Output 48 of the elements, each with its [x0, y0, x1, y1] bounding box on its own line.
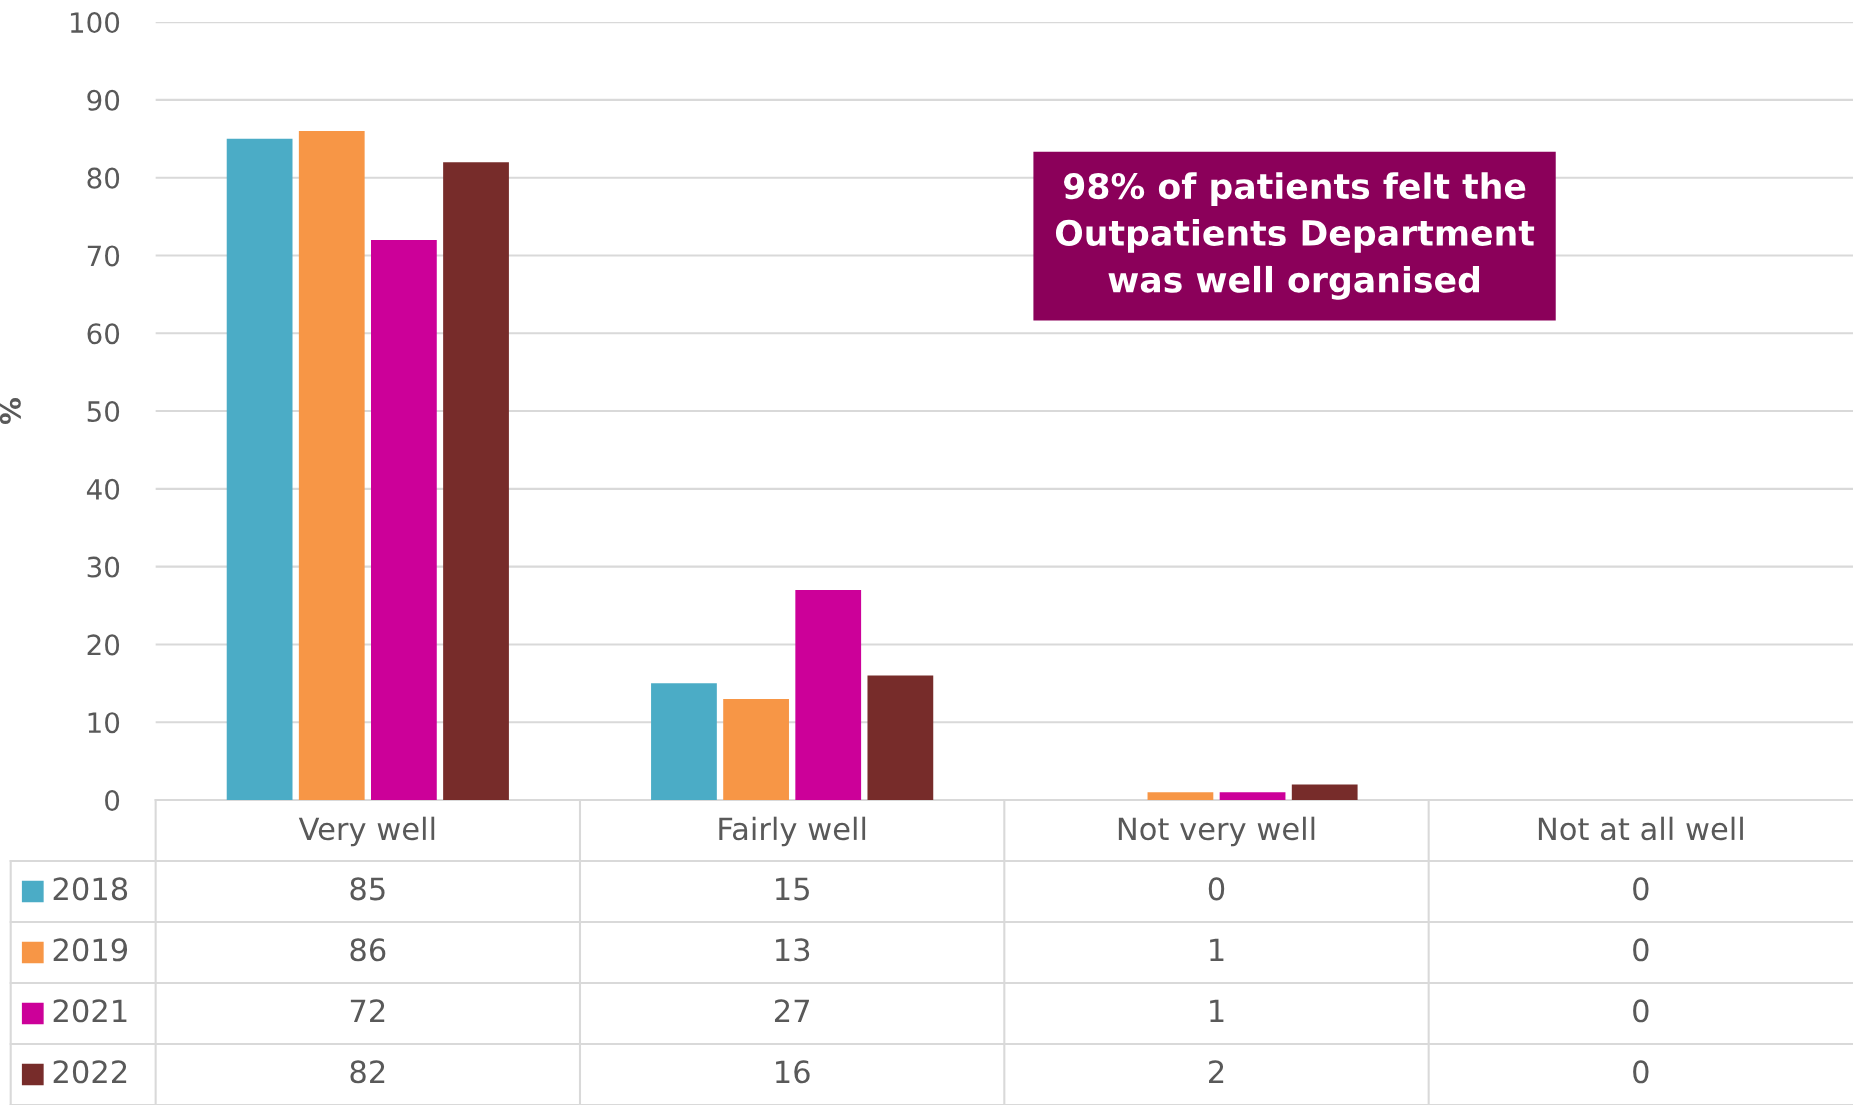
data-label: 72: [350, 999, 385, 1022]
y-tick-label: 10: [88, 712, 120, 734]
x-tick-label: Not at all well: [1538, 816, 1743, 841]
y-tick-label: 100: [70, 12, 120, 34]
y-tick-label: 20: [87, 634, 120, 656]
data-label: 82: [350, 1060, 385, 1084]
data-label: 15: [776, 877, 809, 901]
data-label: 0: [1633, 877, 1649, 901]
bar: [723, 698, 789, 801]
y-tick-label: 80: [87, 167, 120, 189]
data-label: 16: [776, 1060, 810, 1084]
data-label: 2: [1209, 1060, 1224, 1083]
y-tick-label: 50: [87, 401, 120, 423]
annotation: 98% of patients felt the Outpatients Department was well organised: [1055, 172, 1535, 300]
y-tick-label: 90: [87, 89, 120, 111]
data-label: 85: [350, 877, 385, 901]
x-tick-label: Fairly well: [719, 816, 866, 847]
bar: [226, 138, 293, 801]
y-tick-label: 40: [86, 478, 120, 500]
data-label: 0: [1633, 999, 1649, 1023]
y-tick-label: 30: [87, 556, 120, 578]
y-tick-label: 0: [105, 789, 120, 811]
legend-label: 2019: [53, 938, 128, 962]
y-tick-label: 70: [87, 245, 120, 267]
data-label: 1: [1210, 999, 1224, 1022]
legend-label: 2021: [53, 999, 127, 1023]
data-label: 86: [350, 938, 386, 962]
bar: [795, 589, 862, 801]
data-label: 13: [776, 938, 810, 962]
bar: [1219, 792, 1286, 801]
data-label: 0: [1633, 938, 1649, 962]
legend-label: 2022: [53, 1060, 127, 1084]
x-tick-label: Very well: [298, 816, 435, 847]
bar: [867, 675, 934, 801]
bar: [651, 683, 717, 801]
bar: [1147, 792, 1214, 801]
y-axis-title: %: [0, 398, 21, 425]
bar: [298, 131, 365, 801]
legend-label: 2018: [53, 877, 128, 901]
bar: [443, 162, 509, 801]
data-label: 27: [774, 999, 809, 1022]
x-tick-label: Not very well: [1118, 816, 1315, 847]
y-tick-label: 60: [87, 323, 120, 345]
data-label: 1: [1210, 938, 1224, 961]
data-label: 0: [1633, 1060, 1649, 1084]
bar: [371, 239, 437, 801]
bar: [1291, 784, 1358, 801]
data-label: 0: [1208, 877, 1225, 901]
